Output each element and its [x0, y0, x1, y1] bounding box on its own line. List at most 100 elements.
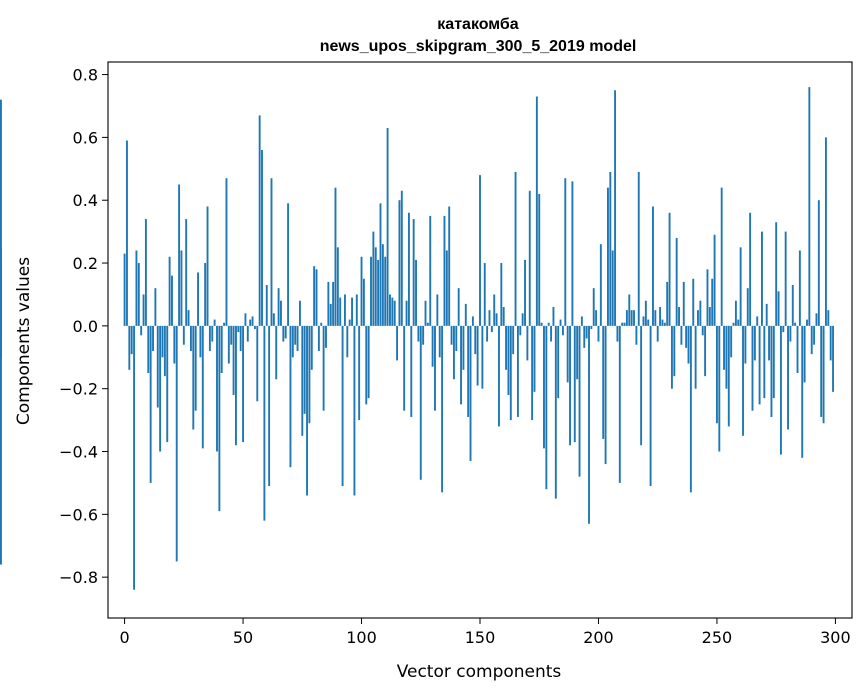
bar-component-31: [197, 272, 199, 326]
bar-component-undefined: [0, 325, 2, 358]
bar-component-222: [649, 325, 652, 487]
bar-component-273: [770, 325, 773, 417]
bar-component-128: [426, 322, 429, 326]
bar-component-103: [367, 325, 370, 399]
bar-component-243: [699, 300, 702, 326]
x-tick-label: 300: [820, 628, 851, 647]
bar-component-246: [706, 269, 709, 326]
bar-component-248: [711, 278, 714, 326]
bar-component-227: [661, 319, 664, 326]
bar-component-189: [571, 181, 574, 326]
bar-component-194: [583, 325, 586, 348]
bar-component-141: [457, 288, 460, 326]
bar-component-187: [566, 325, 569, 383]
bar-component-200: [597, 325, 600, 342]
bar-component-244: [701, 325, 704, 336]
bar-component-204: [607, 187, 609, 326]
bar-component-205: [609, 171, 612, 326]
y-tick-label: −0.2: [59, 380, 98, 399]
x-tick-label: 150: [465, 628, 496, 647]
bar-component-298: [829, 325, 832, 361]
bar-component-18: [166, 325, 169, 443]
bar-component-145: [467, 325, 470, 417]
bar-component-121: [410, 325, 413, 417]
bar-component-46: [232, 325, 235, 395]
bar-component-254: [725, 325, 728, 389]
bar-component-198: [592, 288, 595, 326]
bar-component-60: [265, 285, 268, 326]
y-tick-label: −0.8: [59, 568, 98, 587]
bar-component-151: [481, 325, 484, 389]
bar-component-190: [573, 325, 576, 443]
bar-component-39: [216, 325, 218, 452]
bar-component-191: [576, 325, 579, 380]
bar-component-97: [353, 325, 356, 496]
bar-component-undefined: [0, 325, 2, 565]
bar-component-undefined: [0, 300, 2, 326]
bar-component-269: [761, 231, 763, 326]
bar-component-223: [652, 206, 654, 326]
y-tick-label: 0.4: [73, 191, 98, 210]
bar-component-98: [355, 294, 358, 326]
bar-component-291: [813, 325, 816, 345]
bar-component-133: [438, 325, 441, 358]
bar-component-226: [659, 307, 662, 326]
bar-component-88: [332, 281, 335, 326]
bar-component-172: [531, 325, 534, 421]
bar-component-64: [275, 325, 278, 380]
bar-component-152: [483, 263, 486, 326]
bar-component-203: [604, 325, 607, 465]
bar-component-0: [123, 253, 126, 326]
bar-component-296: [824, 137, 827, 326]
bar-component-225: [656, 325, 659, 342]
bar-component-238: [687, 325, 690, 364]
bar-component-169: [524, 259, 526, 326]
bar-component-294: [820, 325, 823, 417]
bar-component-265: [751, 325, 754, 411]
bar-component-82: [317, 325, 320, 351]
bar-component-284: [796, 325, 799, 373]
bar-component-30: [194, 325, 197, 411]
bar-component-49: [239, 325, 242, 351]
x-tick-label: 100: [346, 628, 377, 647]
bar-component-127: [424, 300, 427, 326]
bar-component-173: [533, 325, 536, 392]
bar-component-21: [173, 325, 176, 364]
bar-component-102: [365, 325, 368, 405]
bar-component-209: [618, 325, 621, 483]
y-axis-ticks: −0.8 −0.6 −0.4 −0.2 0.0 0.2 0.4 0.6 0.8: [59, 66, 108, 587]
bar-component-242: [697, 310, 699, 326]
bar-component-297: [827, 310, 830, 326]
bar-component-101: [362, 278, 365, 326]
bar-component-219: [642, 316, 645, 326]
bar-component-289: [808, 87, 811, 326]
bar-component-95: [348, 319, 351, 326]
bar-component-48: [237, 325, 240, 333]
bar-component-233: [675, 237, 678, 326]
bar-component-263: [746, 288, 749, 326]
bar-component-249: [713, 234, 716, 326]
bar-component-99: [358, 325, 361, 421]
bar-component-182: [554, 325, 557, 499]
bar-component-85: [325, 325, 327, 348]
x-axis-label: Vector components: [397, 662, 562, 682]
bar-component-10: [147, 325, 150, 373]
bar-component-94: [346, 325, 349, 358]
bar-component-230: [668, 212, 671, 326]
bar-component-116: [398, 200, 401, 326]
bar-component-28: [189, 325, 192, 351]
bar-component-217: [637, 171, 640, 326]
bar-component-236: [682, 281, 685, 326]
bar-component-96: [351, 297, 353, 326]
bar-component-27: [187, 310, 190, 326]
bar-component-170: [526, 325, 529, 361]
bar-component-112: [389, 294, 391, 326]
bar-component-283: [794, 322, 797, 326]
bar-component-221: [647, 319, 650, 326]
bar-component-164: [512, 325, 515, 355]
bar-component-47: [235, 325, 237, 446]
bar-component-11: [149, 325, 152, 483]
bar-component-216: [635, 325, 638, 345]
bar-component-260: [739, 247, 742, 326]
